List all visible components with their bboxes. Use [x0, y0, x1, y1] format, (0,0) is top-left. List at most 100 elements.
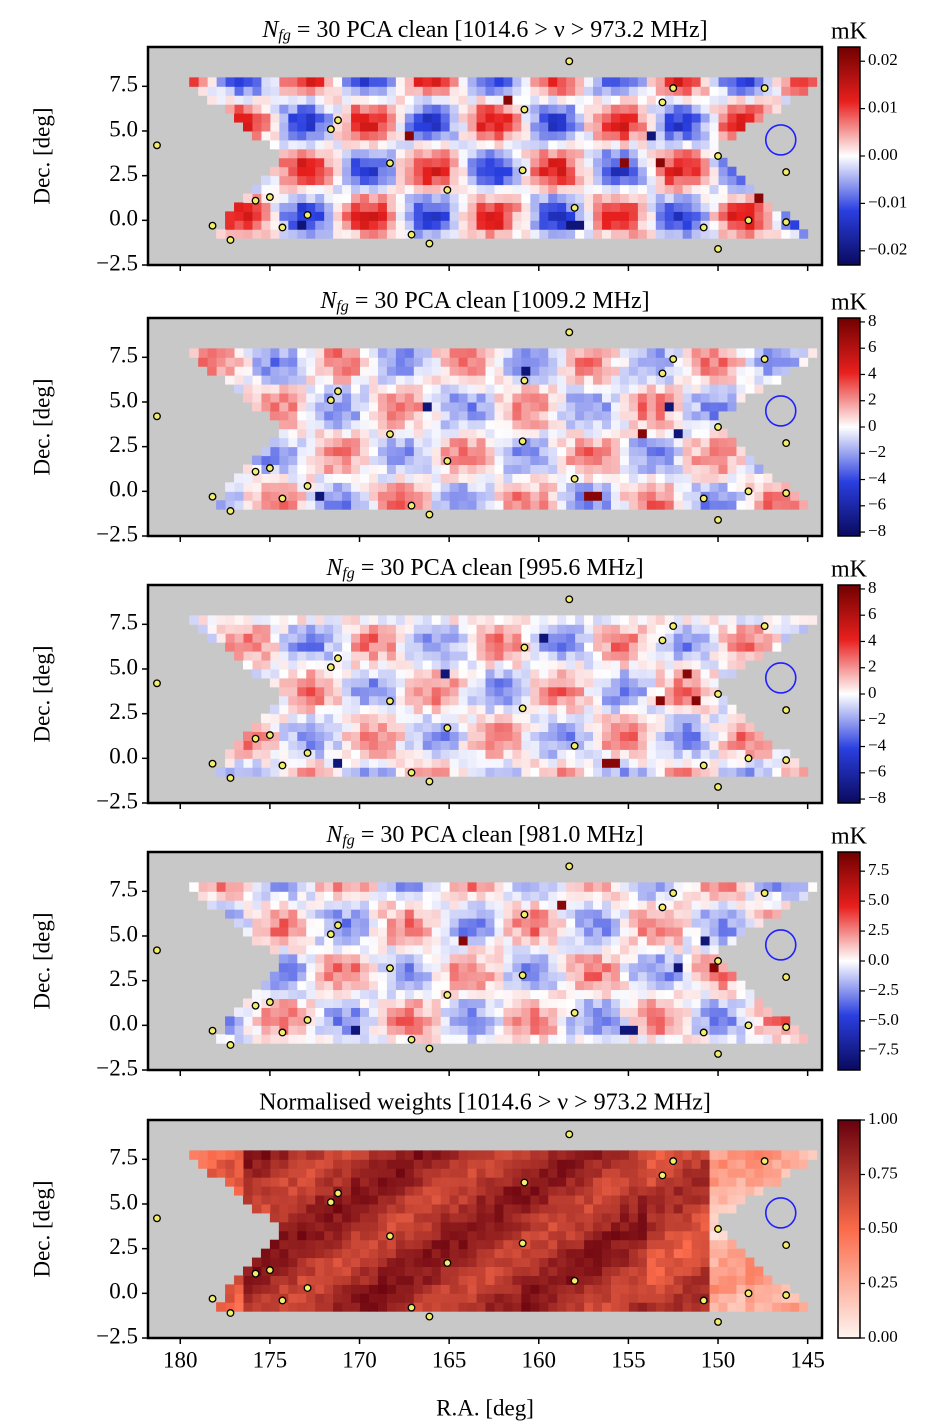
- map-cell: [332, 731, 343, 741]
- map-cell: [493, 909, 504, 919]
- map-cell: [251, 909, 262, 919]
- map-cell: [583, 1168, 594, 1178]
- map-cell: [341, 175, 352, 186]
- map-cell: [359, 740, 369, 750]
- map-cell: [726, 473, 737, 483]
- map-cell: [243, 77, 253, 87]
- map-cell: [682, 677, 692, 688]
- map-cell: [296, 166, 307, 177]
- map-cell: [377, 953, 387, 964]
- y-tick-label: 0.0: [109, 477, 138, 502]
- map-cell: [538, 193, 549, 203]
- map-cell: [718, 1007, 728, 1017]
- map-cell: [726, 989, 737, 1000]
- map-cell: [610, 740, 620, 750]
- map-cell: [601, 211, 611, 221]
- map-cell: [565, 651, 576, 661]
- map-cell: [476, 713, 486, 724]
- map-cell: [341, 229, 352, 239]
- map-cell: [440, 77, 450, 87]
- map-cell: [646, 122, 656, 132]
- map-cell: [485, 130, 495, 141]
- map-cell: [664, 1150, 674, 1160]
- map-cell: [350, 713, 361, 724]
- map-cell: [368, 202, 378, 212]
- map-cell: [243, 900, 253, 910]
- map-cell: [234, 758, 244, 768]
- source-point: [251, 1001, 260, 1010]
- map-cell: [664, 491, 674, 501]
- map-cell: [287, 428, 298, 439]
- map-cell: [485, 900, 495, 910]
- map-cell: [216, 348, 226, 358]
- map-cell: [726, 175, 737, 186]
- source-point: [658, 98, 667, 107]
- map-cell: [610, 375, 620, 385]
- map-cell: [619, 139, 629, 150]
- map-cell: [664, 473, 674, 483]
- map-cell: [718, 624, 728, 634]
- map-cell: [637, 410, 647, 421]
- map-cell: [296, 77, 307, 87]
- map-cell: [386, 918, 396, 928]
- map-cell: [565, 229, 576, 239]
- map-cell: [404, 882, 414, 892]
- map-cell: [467, 428, 477, 439]
- map-cell: [323, 740, 334, 750]
- map-cell: [556, 104, 567, 114]
- colorbar-tick-label: 2.5: [868, 920, 889, 939]
- map-cell: [628, 220, 638, 230]
- map-cell: [565, 891, 576, 901]
- source-point: [407, 230, 416, 239]
- map-cell: [422, 740, 432, 750]
- map-cell: [771, 1293, 782, 1303]
- map-cell: [646, 651, 656, 661]
- map-cell: [628, 1221, 638, 1232]
- map-cell: [207, 357, 217, 367]
- map-cell: [502, 704, 513, 715]
- map-cell: [493, 401, 504, 412]
- map-cell: [735, 651, 746, 661]
- map-cell: [691, 704, 701, 715]
- map-cell: [529, 491, 540, 501]
- map-cell: [332, 95, 343, 105]
- map-cell: [583, 1275, 594, 1285]
- map-cell: [260, 401, 271, 412]
- map-cell: [556, 1293, 567, 1303]
- map-cell: [574, 148, 585, 159]
- map-cell: [314, 962, 325, 973]
- map-cell: [395, 758, 405, 768]
- map-cell: [583, 113, 594, 123]
- map-cell: [780, 77, 791, 87]
- map-cell: [368, 704, 378, 715]
- map-cell: [395, 660, 405, 670]
- map-cell: [386, 1007, 396, 1017]
- map-cell: [709, 95, 719, 105]
- map-cell: [269, 482, 280, 492]
- map-cell: [762, 366, 773, 376]
- map-cell: [762, 491, 773, 501]
- map-cell: [243, 122, 253, 132]
- map-cell: [646, 1230, 656, 1241]
- map-cell: [574, 446, 585, 457]
- map-cell: [493, 491, 504, 501]
- map-cell: [529, 1177, 540, 1187]
- y-tick-label: 5.0: [109, 921, 138, 946]
- map-cell: [574, 500, 585, 510]
- map-cell: [718, 428, 728, 439]
- map-cell: [753, 348, 764, 358]
- map-cell: [691, 1284, 701, 1294]
- map-cell: [619, 740, 629, 750]
- map-cell: [269, 713, 280, 724]
- map-cell: [592, 749, 603, 759]
- map-cell: [422, 482, 432, 492]
- map-cell: [332, 130, 343, 141]
- map-cell: [610, 615, 620, 625]
- map-cell: [216, 77, 226, 87]
- map-cell: [789, 357, 800, 367]
- map-cell: [655, 677, 665, 688]
- map-cell: [655, 166, 665, 177]
- map-cell: [565, 357, 576, 367]
- map-cell: [529, 393, 540, 403]
- map-cell: [359, 695, 369, 706]
